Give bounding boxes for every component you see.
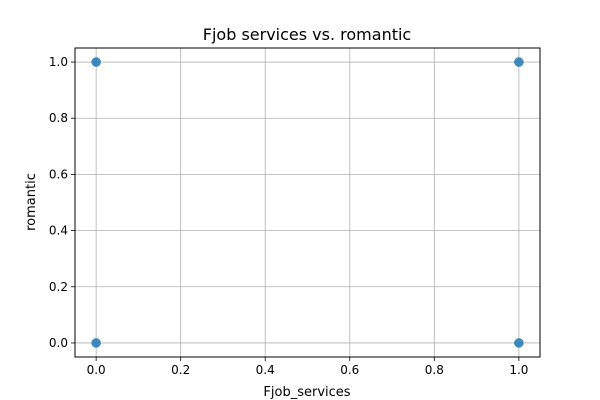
plot-frame [74, 47, 541, 358]
x-axis-ticks: 0.0 0.2 0.4 0.6 0.8 1.0 [87, 357, 528, 377]
y-tick-label: 0.6 [49, 167, 68, 181]
y-tick-label: 1.0 [49, 55, 68, 69]
x-tick-label: 0.0 [87, 363, 106, 377]
x-tick-label: 0.6 [340, 363, 359, 377]
y-tick-label: 0.0 [49, 336, 68, 350]
chart-title: Fjob services vs. romantic [203, 25, 411, 44]
y-axis-ticks: 0.0 0.2 0.4 0.6 0.8 1.0 [49, 55, 75, 350]
x-tick-label: 0.8 [425, 363, 444, 377]
data-points [91, 57, 524, 348]
x-axis-label: Fjob_services [263, 385, 350, 400]
grid-lines [75, 48, 540, 357]
y-tick-label: 0.4 [49, 224, 68, 238]
y-tick-label: 0.2 [49, 280, 68, 294]
x-tick-label: 1.0 [509, 363, 528, 377]
scatter-point [91, 57, 101, 67]
x-tick-label: 0.2 [171, 363, 190, 377]
x-tick-label: 0.4 [256, 363, 275, 377]
y-axis-label: romantic [24, 173, 39, 231]
scatter-point [514, 338, 524, 348]
scatter-point [514, 57, 524, 67]
y-tick-label: 0.8 [49, 111, 68, 125]
scatter-point [91, 338, 101, 348]
plot-area [75, 48, 540, 357]
